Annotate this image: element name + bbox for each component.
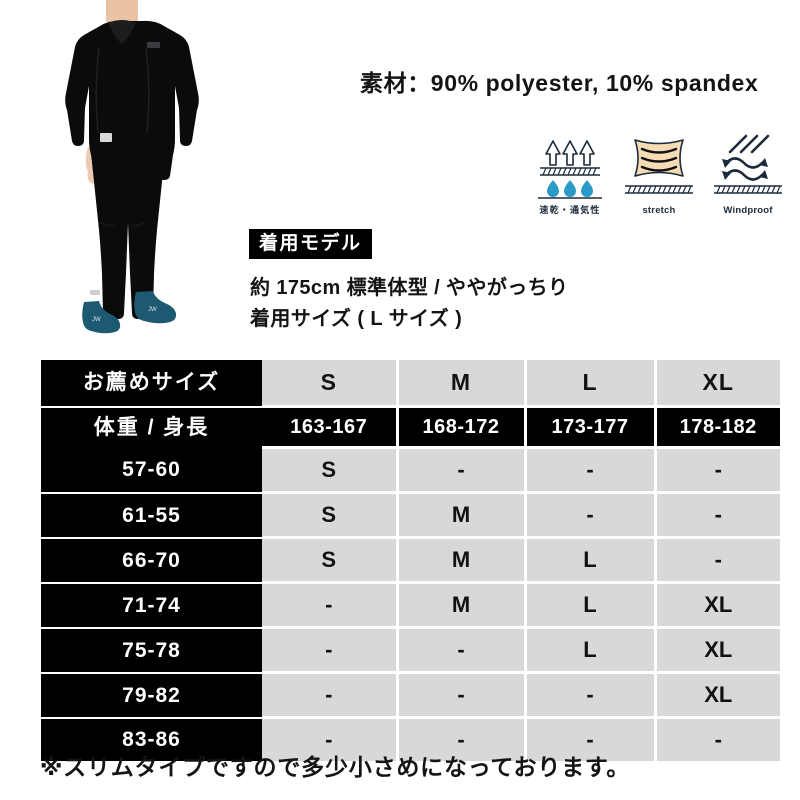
fit-value: M: [397, 537, 527, 584]
table-row: 57-60 S - - -: [41, 447, 780, 494]
fit-value: S: [262, 492, 399, 539]
fit-value: -: [655, 492, 780, 539]
height-range-xl: 178-182: [655, 406, 780, 449]
fit-value: -: [262, 717, 399, 761]
fit-value: L: [525, 537, 657, 584]
feature-windproof: Windproof: [706, 128, 790, 216]
model-description: 約 175cm 標準体型 / ややがっちり 着用サイズ ( L サイズ ): [250, 273, 670, 335]
weight-height-label: 体重 / 身長: [41, 406, 262, 448]
model-desc-line-2: 着用サイズ ( L サイズ ): [250, 308, 463, 330]
size-header-s: S: [262, 360, 399, 408]
model-illustration: JW JW: [0, 0, 245, 352]
size-header-m: M: [397, 360, 527, 408]
fit-value: -: [397, 717, 527, 761]
weight-range: 75-78: [41, 627, 262, 674]
fit-value: -: [525, 492, 657, 539]
fit-value: M: [397, 582, 527, 629]
fit-value: S: [262, 447, 399, 494]
fit-value: -: [262, 627, 399, 674]
quick-dry-breathable-icon: [530, 126, 610, 200]
windproof-icon: [708, 128, 788, 202]
height-range-m: 168-172: [397, 406, 527, 449]
footer-note: ※スリムタイプですので多少小さめになっております。: [40, 754, 631, 780]
fit-value: M: [397, 492, 527, 539]
recommended-size-label: お薦めサイズ: [41, 360, 262, 408]
fit-value: -: [262, 672, 399, 719]
feature-icon-row: 速乾・通気性: [528, 116, 790, 216]
weight-range: 79-82: [41, 672, 262, 719]
fit-value: L: [525, 627, 657, 674]
fit-value: L: [525, 582, 657, 629]
feature-stretch: stretch: [617, 128, 701, 216]
stretch-icon: [619, 128, 699, 202]
height-range-l: 173-177: [525, 406, 657, 449]
table-header-row-sizes: お薦めサイズ S M L XL: [41, 360, 780, 408]
fit-value: -: [397, 447, 527, 494]
height-range-s: 163-167: [262, 406, 399, 449]
fit-value: S: [262, 537, 399, 584]
fit-value: -: [655, 447, 780, 494]
model-badge: 着用モデル: [249, 229, 372, 259]
table-row: 66-70 S M L -: [41, 537, 780, 584]
svg-text:JW: JW: [92, 317, 101, 323]
product-photo: JW JW: [0, 0, 245, 352]
fit-value: -: [655, 537, 780, 584]
svg-text:JW: JW: [148, 307, 157, 313]
fit-value: XL: [655, 627, 780, 674]
fit-value: XL: [655, 672, 780, 719]
size-chart-table: お薦めサイズ S M L XL 体重 / 身長 163-167 168-172 …: [41, 360, 780, 761]
size-header-xl: XL: [655, 360, 780, 408]
table-row: 75-78 - - L XL: [41, 627, 780, 674]
fit-value: -: [397, 672, 527, 719]
weight-range: 66-70: [41, 537, 262, 584]
feature-caption: stretch: [642, 205, 676, 216]
fit-value: -: [525, 672, 657, 719]
feature-caption: Windproof: [723, 205, 773, 216]
weight-range: 61-55: [41, 492, 262, 539]
fit-value: XL: [655, 582, 780, 629]
table-row: 83-86 - - - -: [41, 717, 780, 761]
table-header-row-heights: 体重 / 身長 163-167 168-172 173-177 178-182: [41, 406, 780, 449]
fit-value: -: [262, 582, 399, 629]
feature-caption: 速乾・通気性: [539, 205, 601, 215]
feature-quick-dry: 速乾・通気性: [528, 126, 612, 216]
fit-value: -: [525, 717, 657, 761]
table-row: 71-74 - M L XL: [41, 582, 780, 629]
fit-value: -: [525, 447, 657, 494]
fit-value: -: [655, 717, 780, 761]
size-header-l: L: [525, 360, 657, 408]
material-text: 素材：90% polyester, 10% spandex: [360, 70, 759, 96]
model-desc-line-1: 約 175cm 標準体型 / ややがっちり: [250, 277, 569, 299]
weight-range: 83-86: [41, 717, 262, 761]
table-row: 79-82 - - - XL: [41, 672, 780, 719]
weight-range: 57-60: [41, 447, 262, 494]
weight-range: 71-74: [41, 582, 262, 629]
fit-value: -: [397, 627, 527, 674]
table-row: 61-55 S M - -: [41, 492, 780, 539]
